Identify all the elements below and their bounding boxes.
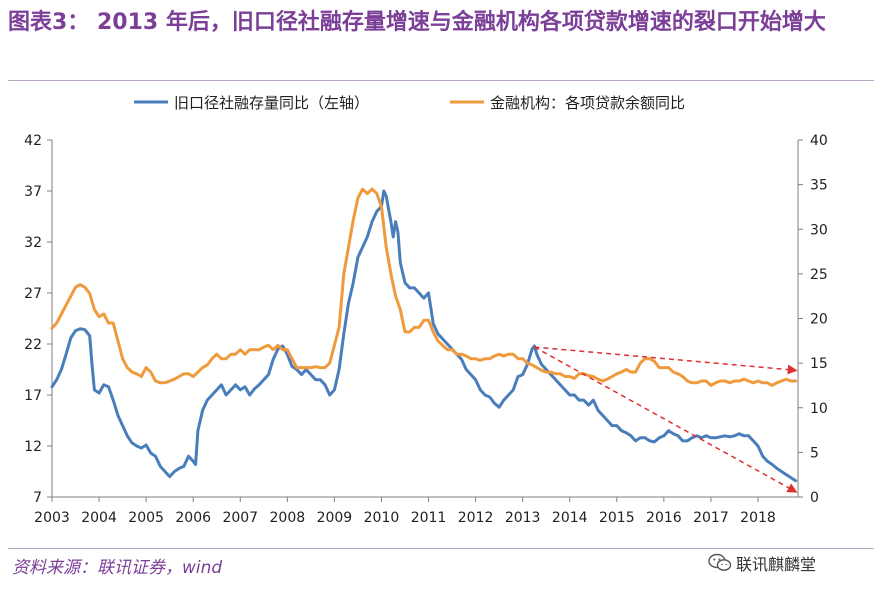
x-axis-tick-label: 2007 (222, 510, 258, 526)
x-axis-tick-label: 2012 (458, 510, 494, 526)
axes: 7 12 17 22 27 32 37 42 0 5 10 15 20 25 30 35 40 2003 2004 2… (24, 133, 828, 526)
series-line-left-axis (50, 189, 798, 483)
source-note: 资料来源：联讯证券，wind (12, 558, 223, 578)
series (50, 187, 798, 483)
title-divider (8, 80, 874, 81)
x-axis-tick-label: 2004 (81, 510, 117, 526)
x-axis-tick-label: 2013 (505, 510, 541, 526)
left-axis-tick-label: 17 (24, 388, 42, 404)
wechat-icon (708, 553, 732, 571)
left-axis-tick-label: 7 (33, 490, 42, 506)
trend-arrow-lower (534, 346, 798, 493)
x-axis-tick-label: 2009 (317, 510, 353, 526)
legend-label-right-series: 金融机构：各项贷款余额同比 (490, 94, 685, 112)
footer-divider (8, 548, 874, 549)
x-axis-tick-label: 2006 (175, 510, 211, 526)
left-axis-tick-label: 22 (24, 337, 42, 353)
trend-arrow-upper (534, 346, 798, 375)
x-axis-tick-label: 2015 (599, 510, 635, 526)
left-axis-tick-label: 27 (24, 286, 42, 302)
right-axis-tick-label: 5 (810, 445, 819, 461)
x-axis-tick-label: 2018 (740, 510, 776, 526)
x-axis-tick-label: 2014 (552, 510, 588, 526)
x-axis-tick-label: 2008 (270, 510, 306, 526)
annotations (534, 346, 798, 493)
x-axis-tick-label: 2003 (34, 510, 70, 526)
right-axis-tick-label: 25 (810, 267, 828, 283)
right-axis-tick-label: 35 (810, 178, 828, 194)
watermark: 联讯麒麟堂 (708, 549, 878, 577)
legend: 旧口径社融存量同比（左轴） 金融机构：各项贷款余额同比 (134, 94, 685, 112)
left-axis-tick-label: 42 (24, 133, 42, 149)
page-title: 图表3： 2013 年后，旧口径社融存量增速与金融机构各项贷款增速的裂口开始增大 (8, 10, 826, 35)
right-axis-tick-label: 30 (810, 222, 828, 238)
left-axis-tick-label: 12 (24, 439, 42, 455)
x-axis-tick-label: 2011 (411, 510, 447, 526)
legend-label-left-series: 旧口径社融存量同比（左轴） (174, 94, 369, 112)
x-axis-tick-label: 2017 (693, 510, 729, 526)
right-axis-tick-label: 0 (810, 490, 819, 506)
watermark-text: 联讯麒麟堂 (736, 555, 817, 574)
x-axis-tick-label: 2010 (364, 510, 400, 526)
left-axis-tick-label: 37 (24, 184, 42, 200)
x-axis-tick-label: 2016 (646, 510, 682, 526)
right-axis-tick-label: 20 (810, 312, 828, 328)
right-axis-tick-label: 15 (810, 356, 828, 372)
line-chart: 旧口径社融存量同比（左轴） 金融机构：各项贷款余额同比 7 12 17 22 27 32 3… (24, 94, 828, 526)
series-line-right-axis (50, 187, 798, 387)
right-axis-tick-label: 40 (810, 133, 828, 149)
left-axis-tick-label: 32 (24, 235, 42, 251)
right-axis-tick-label: 10 (810, 401, 828, 417)
x-axis-tick-label: 2005 (128, 510, 164, 526)
